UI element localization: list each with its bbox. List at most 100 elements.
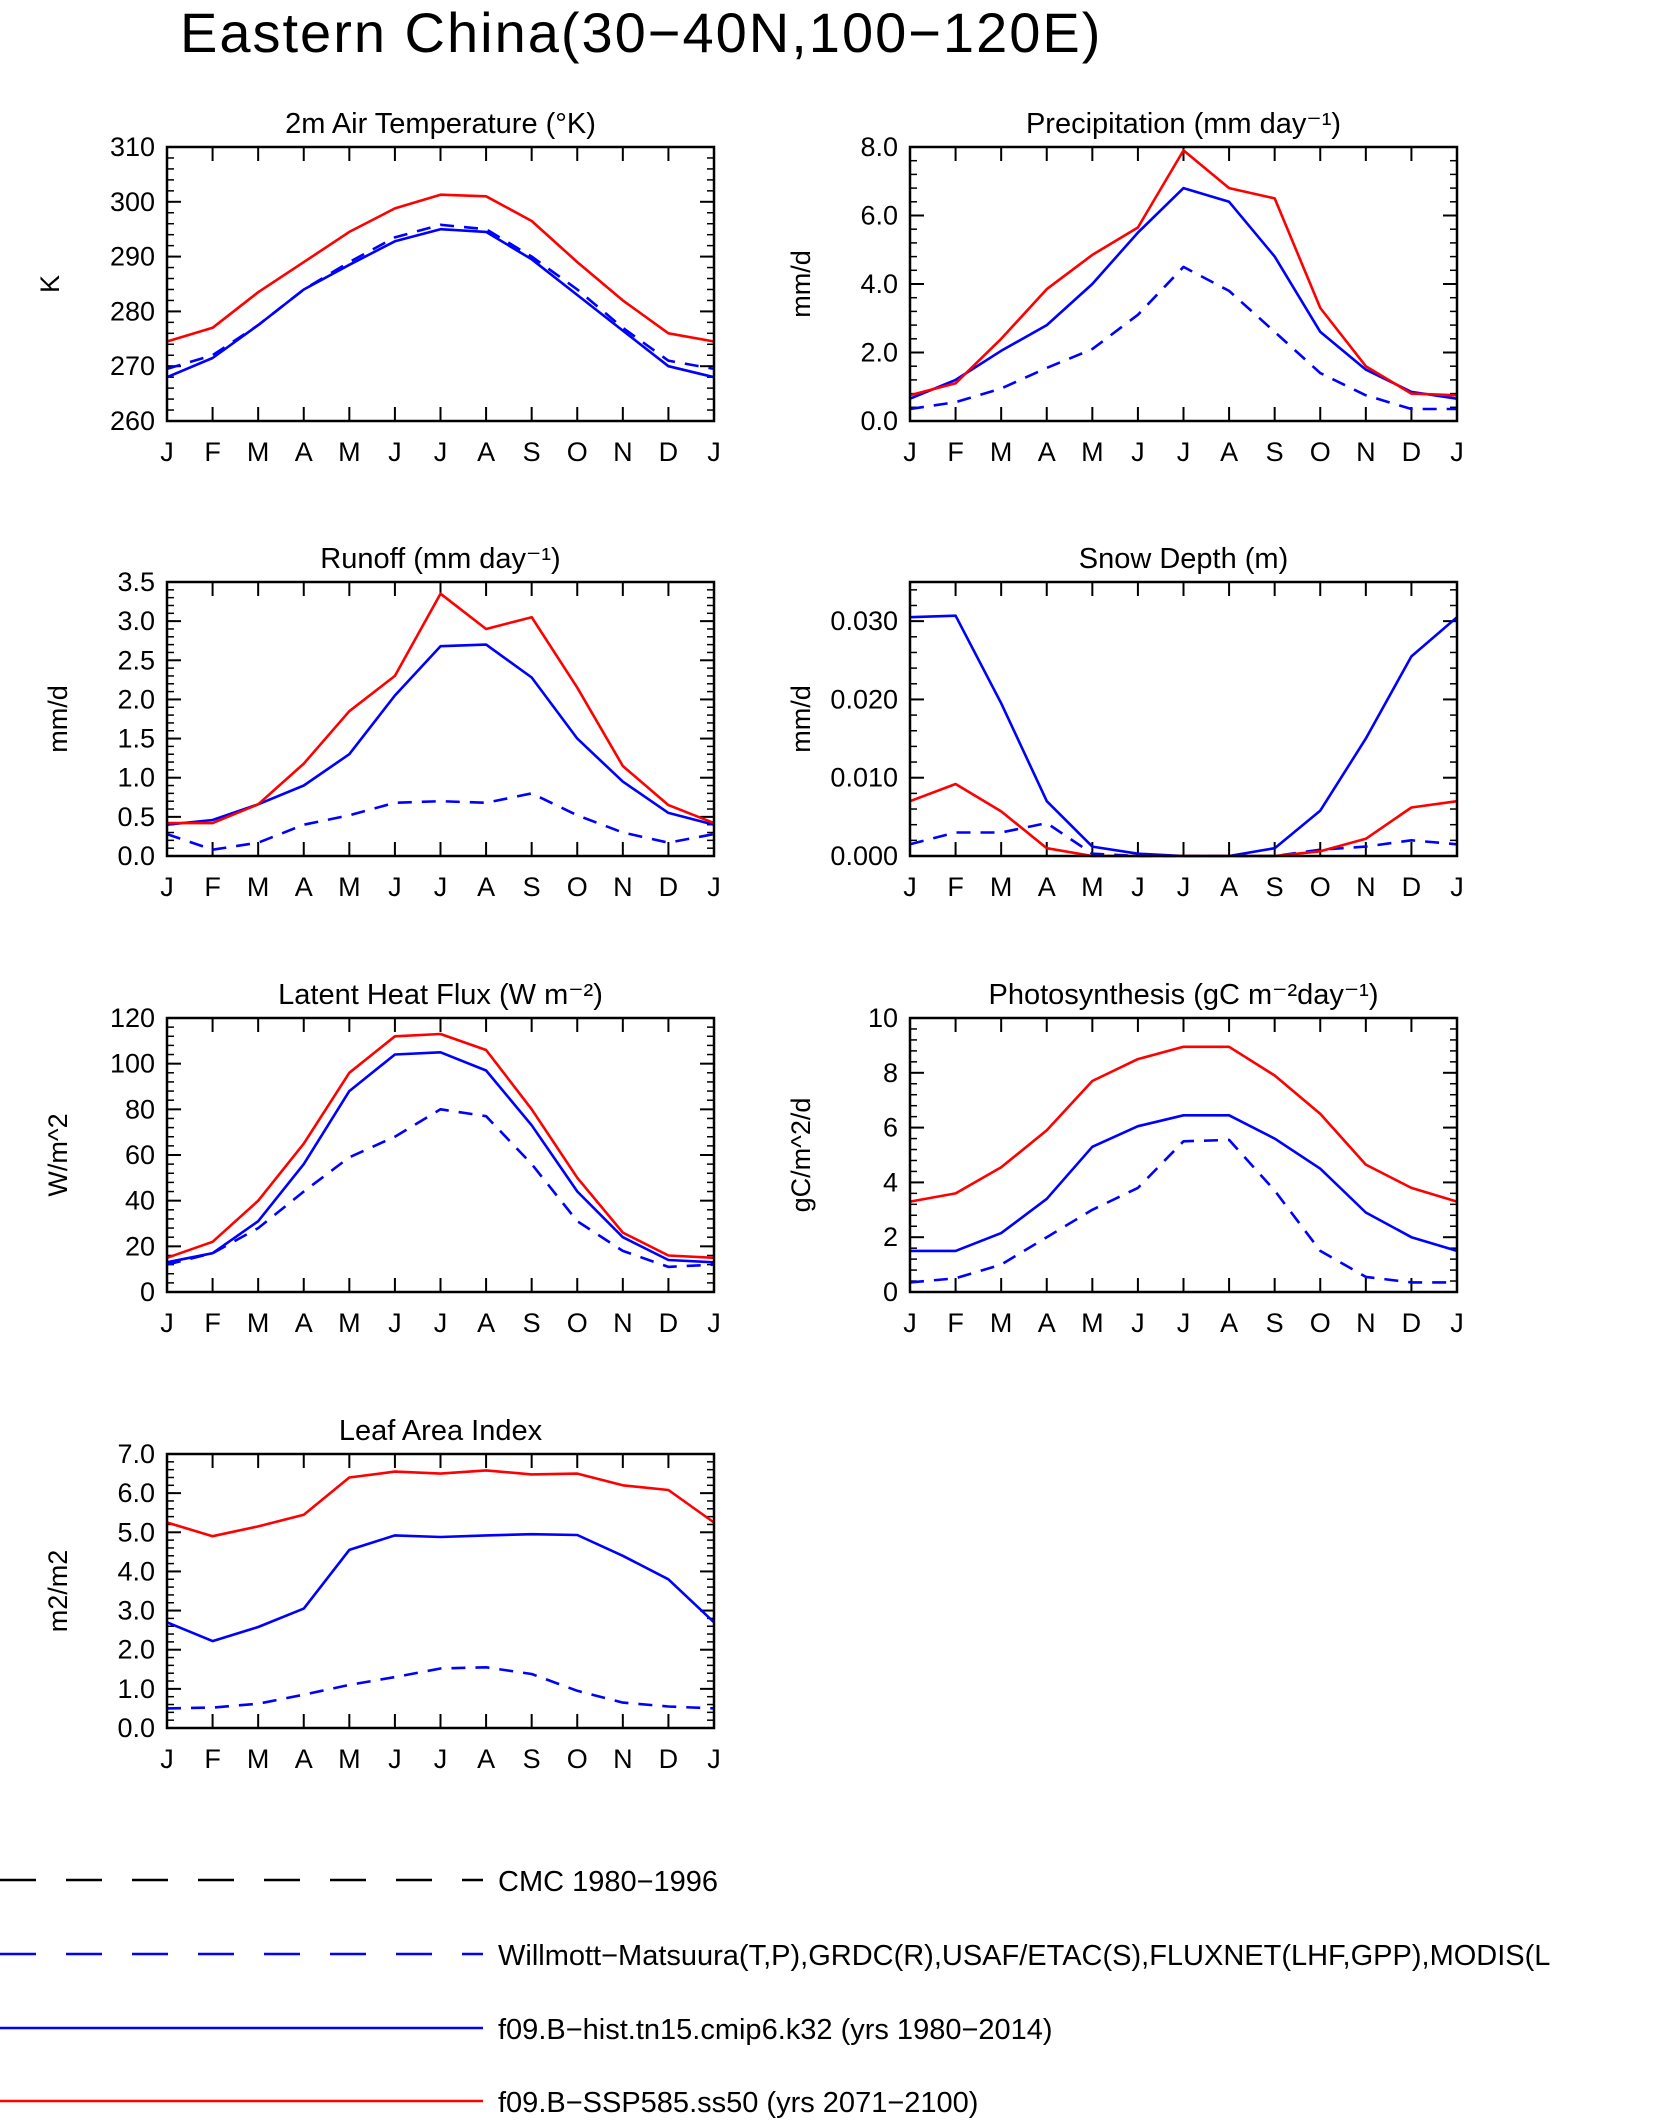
y-tick-label: 3.5 — [117, 567, 155, 597]
y-tick-label: 1.5 — [117, 724, 155, 754]
y-tick-label: 0.0 — [860, 406, 898, 436]
x-tick-label: O — [1310, 437, 1331, 467]
x-tick-label: M — [338, 437, 361, 467]
series-line-ssp — [167, 592, 715, 825]
y-tick-label: 6 — [883, 1113, 898, 1143]
x-tick-label: J — [434, 1308, 448, 1338]
y-tick-label: 2.0 — [117, 684, 155, 714]
x-tick-label: O — [567, 1744, 588, 1774]
x-tick-label: D — [1402, 872, 1422, 902]
y-tick-label: 1.0 — [117, 763, 155, 793]
x-tick-label: F — [947, 437, 964, 467]
x-tick-label: S — [523, 1308, 541, 1338]
plot-frame — [908, 1016, 1459, 1294]
panel-7: Leaf Area Index 0.0 1.0 2.0 3.0 4.0 5.0 6.0 7.0 J… — [43, 1415, 721, 1774]
x-tick-label: J — [1177, 872, 1191, 902]
y-tick-label: 0.000 — [830, 841, 898, 871]
x-tick-label: J — [1131, 437, 1145, 467]
x-tick-label: J — [388, 437, 402, 467]
y-tick-label: 0.010 — [830, 763, 898, 793]
y-tick-label: 3.0 — [117, 606, 155, 636]
x-tick-label: J — [1177, 1308, 1191, 1338]
x-tick-label: M — [247, 437, 270, 467]
x-tick-label: N — [1356, 437, 1376, 467]
x-tick-label: A — [1038, 872, 1056, 902]
x-tick-label: M — [247, 1744, 270, 1774]
x-tick-label: A — [295, 437, 313, 467]
y-tick-label: 0 — [140, 1277, 155, 1307]
series-line-ssp — [166, 193, 715, 343]
x-tick-label: F — [204, 872, 221, 902]
series-line-hist — [166, 1532, 715, 1643]
x-tick-label: S — [523, 872, 541, 902]
x-tick-label: J — [388, 872, 402, 902]
x-tick-label: M — [990, 437, 1013, 467]
y-tick-label: 2 — [883, 1222, 898, 1252]
x-tick-label: J — [434, 1744, 448, 1774]
y-tick-label: 6.0 — [860, 201, 898, 231]
x-tick-label: J — [707, 872, 721, 902]
x-tick-label: J — [160, 437, 174, 467]
series-line-obs — [166, 1108, 715, 1269]
x-tick-label: A — [1038, 437, 1056, 467]
x-tick-label: O — [567, 872, 588, 902]
x-tick-label: A — [477, 1308, 495, 1338]
y-tick-label: 0.0 — [117, 841, 155, 871]
y-tick-label: 2.0 — [117, 1635, 155, 1665]
x-tick-label: F — [204, 1308, 221, 1338]
y-axis-label: gC/m^2/d — [786, 1098, 816, 1213]
legend-item-4: f09.B−SSP585.ss50 (yrs 2071−2100) — [0, 2087, 978, 2119]
x-tick-label: J — [707, 1308, 721, 1338]
legend-item-3: f09.B−hist.tn15.cmip6.k32 (yrs 1980−2014… — [0, 2014, 1053, 2046]
y-axis-label: W/m^2 — [43, 1113, 73, 1196]
x-tick-label: N — [613, 1308, 633, 1338]
series-line-obs — [909, 265, 1457, 411]
x-tick-label: J — [434, 872, 448, 902]
x-tick-label: J — [707, 1744, 721, 1774]
x-tick-label: O — [567, 1308, 588, 1338]
x-tick-label: J — [1131, 872, 1145, 902]
x-tick-label: J — [160, 1744, 174, 1774]
y-tick-label: 280 — [110, 296, 155, 326]
legend-label: f09.B−SSP585.ss50 (yrs 2071−2100) — [498, 2087, 978, 2119]
x-tick-label: M — [247, 1308, 270, 1338]
y-tick-label: 100 — [110, 1049, 155, 1079]
panel-title: 2m Air Temperature (°K) — [285, 108, 596, 140]
x-tick-label: O — [567, 437, 588, 467]
chart-panels: 2m Air Temperature (°K)26027028029030031… — [35, 108, 1464, 1774]
plot-frame — [165, 1016, 716, 1294]
y-axis-label: mm/d — [786, 685, 816, 753]
panel-title: Snow Depth (m) — [1079, 543, 1289, 575]
y-tick-label: 20 — [125, 1231, 155, 1261]
y-axis-label: m2/m2 — [43, 1550, 73, 1633]
series-line-ssp — [166, 1032, 715, 1260]
x-tick-label: O — [1310, 1308, 1331, 1338]
series-line-hist — [910, 1114, 1458, 1253]
plot-frame — [908, 580, 1459, 858]
x-tick-label: S — [1266, 1308, 1284, 1338]
y-tick-label: 6.0 — [117, 1478, 155, 1508]
y-tick-label: 1.0 — [117, 1674, 155, 1704]
y-tick-label: 7.0 — [117, 1439, 155, 1469]
series-line-obs — [909, 1138, 1457, 1284]
x-tick-label: J — [160, 872, 174, 902]
x-tick-label: J — [903, 872, 917, 902]
x-tick-label: J — [1177, 437, 1191, 467]
series-line-hist — [166, 227, 715, 379]
y-tick-label: 0.0 — [117, 1713, 155, 1743]
x-tick-label: D — [659, 1744, 679, 1774]
x-tick-label: J — [1450, 1308, 1464, 1338]
plot-frame — [165, 580, 716, 858]
x-tick-label: M — [338, 1308, 361, 1338]
x-tick-label: A — [295, 1744, 313, 1774]
series-line-ssp — [166, 1469, 715, 1538]
x-tick-label: N — [613, 1744, 633, 1774]
legend: CMC 1980−1996 Willmott−Matsuura(T,P),GRDC… — [0, 1866, 1550, 2119]
y-tick-label: 270 — [110, 351, 155, 381]
x-tick-label: F — [204, 437, 221, 467]
y-axis-label: mm/d — [786, 250, 816, 318]
y-tick-label: 4.0 — [860, 269, 898, 299]
panel-title: Runoff (mm day⁻¹) — [320, 543, 560, 575]
x-tick-label: F — [947, 1308, 964, 1338]
x-tick-label: A — [477, 437, 495, 467]
